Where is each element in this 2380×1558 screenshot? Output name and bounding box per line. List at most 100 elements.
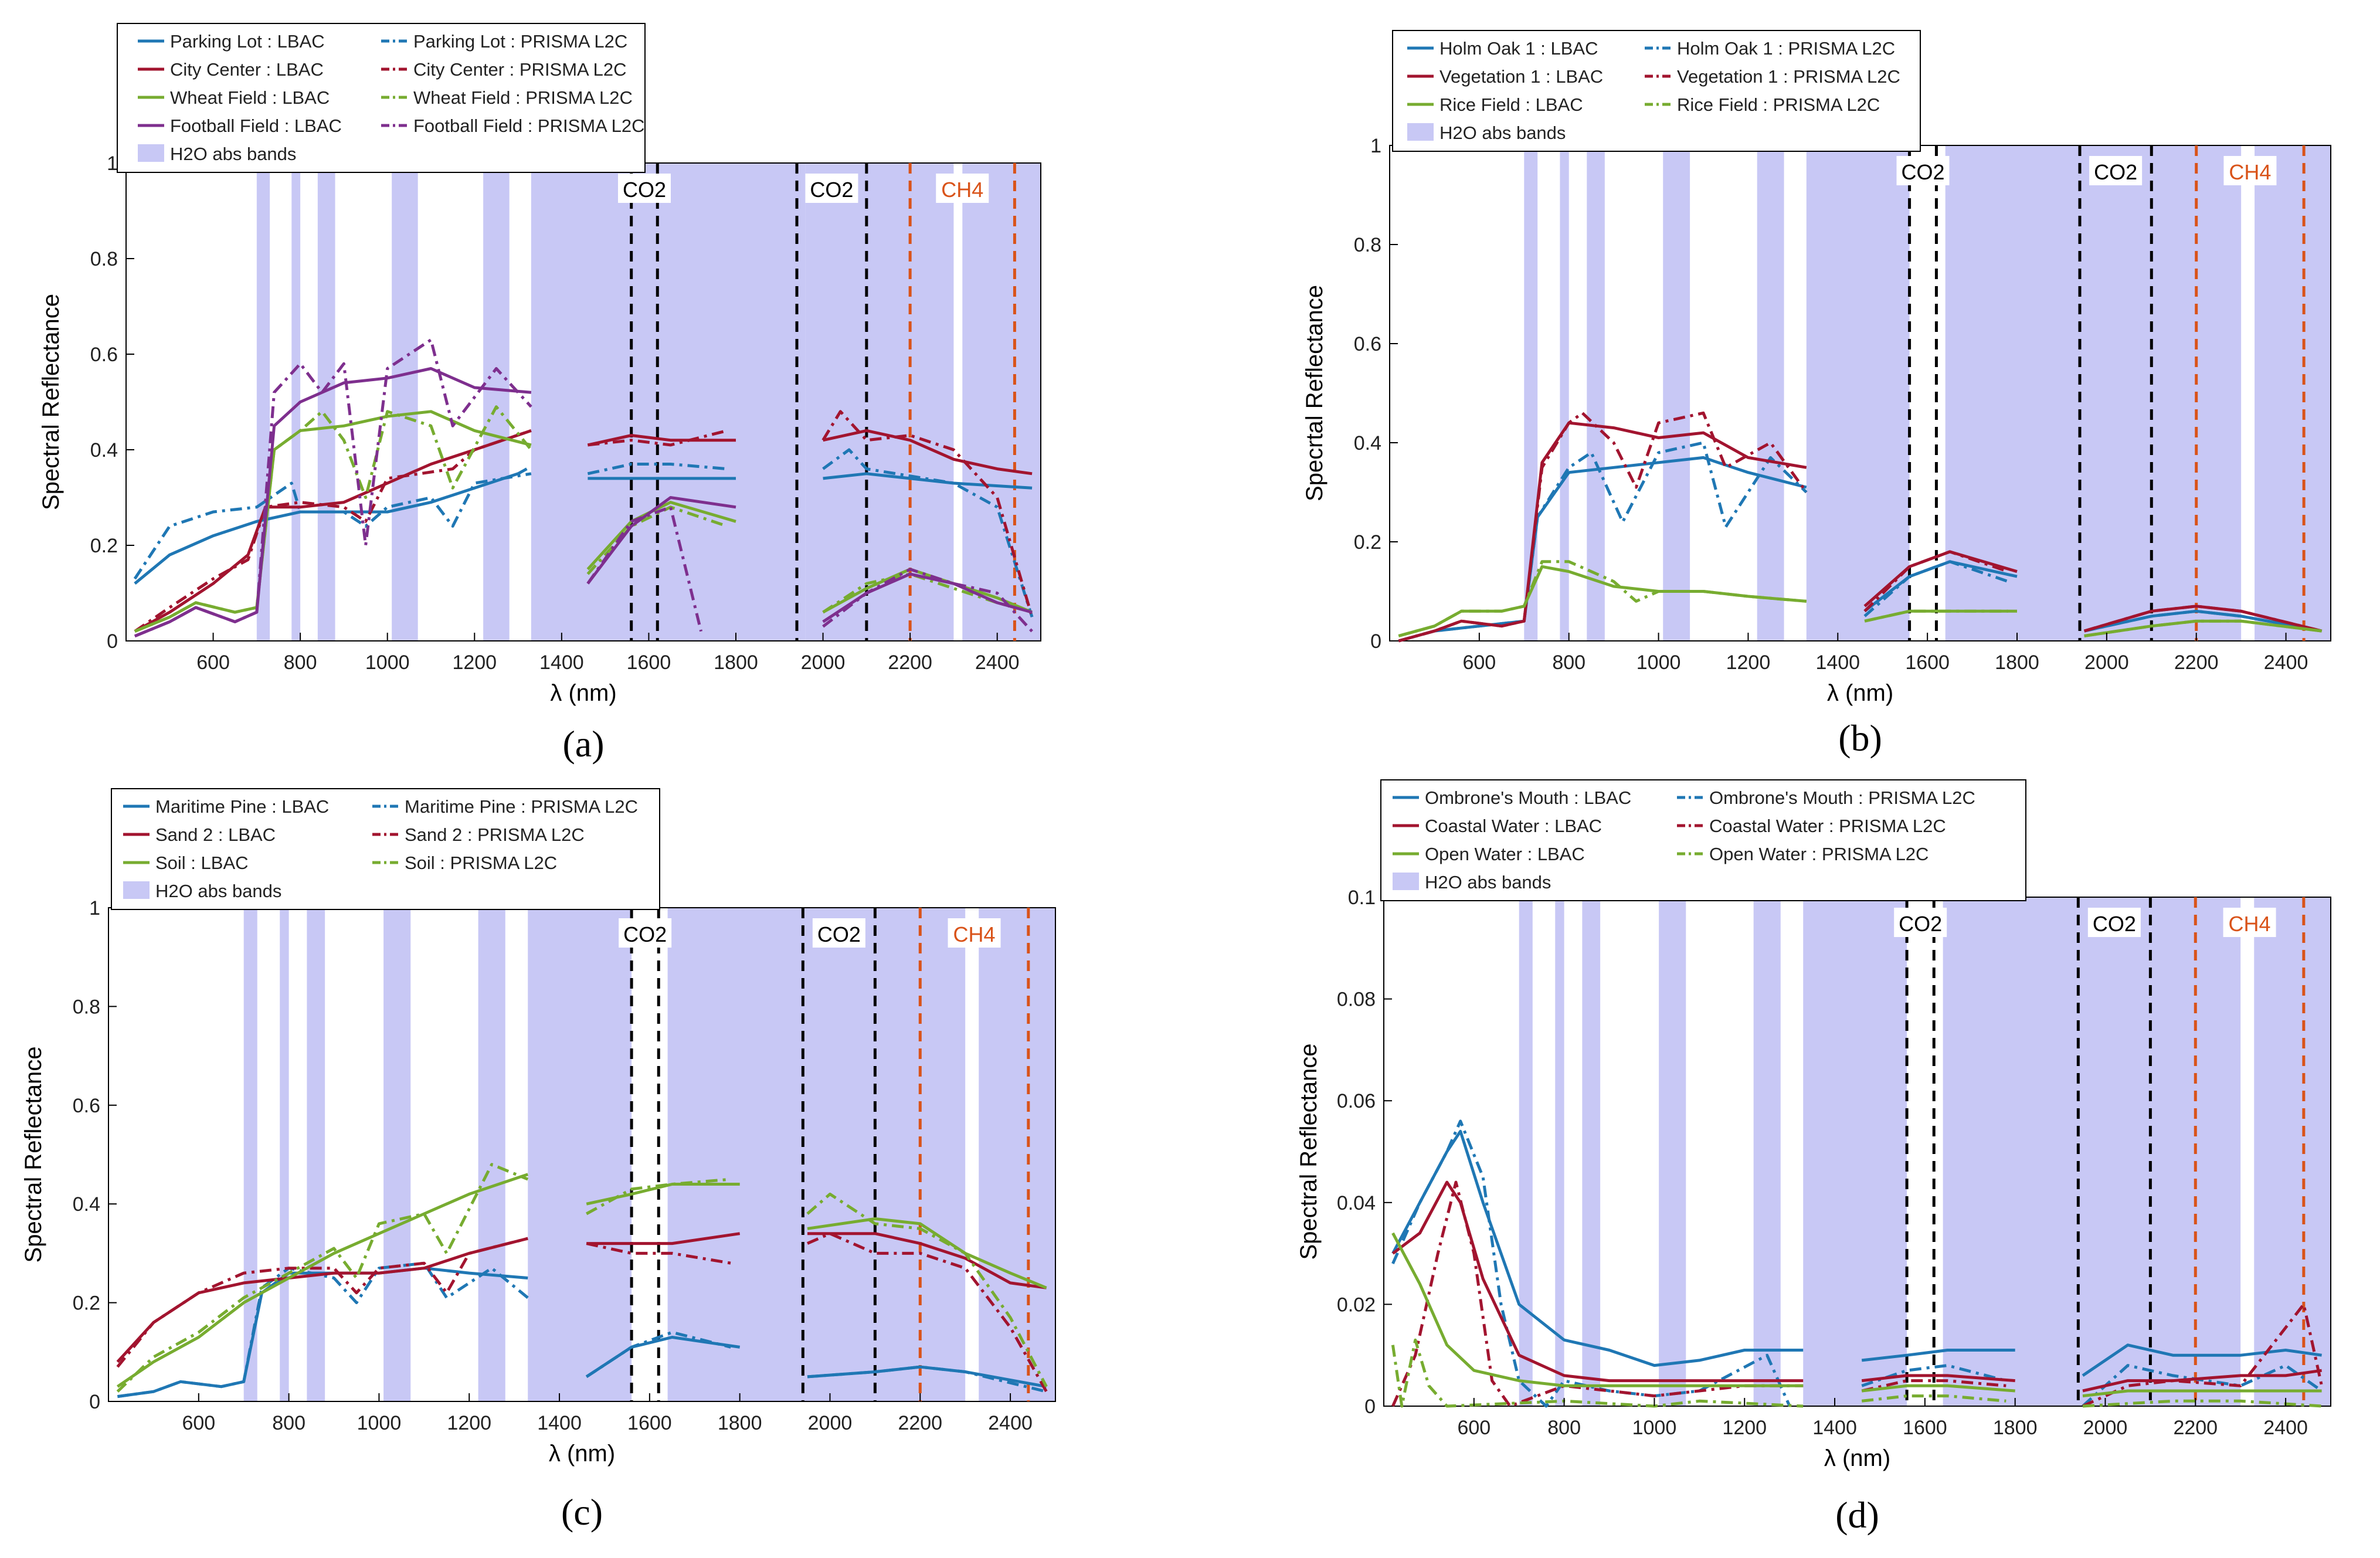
legend-band-swatch [138, 144, 164, 162]
series-line [1391, 1129, 1804, 1367]
series-line [806, 1232, 1048, 1393]
x-axis-label: λ (nm) [549, 1441, 615, 1467]
series-line [2082, 1302, 2324, 1408]
x-tick-label: 800 [272, 1412, 305, 1434]
y-tick-label: 0 [107, 630, 118, 653]
y-tick-label: 0.2 [1354, 531, 1381, 554]
h2o-absorption-band [667, 908, 966, 1401]
series-line [1398, 456, 1807, 643]
x-tick-label: 2000 [2083, 1417, 2128, 1439]
legend-entry: Football Field : LBAC [170, 116, 342, 136]
x-tick-label: 1200 [1722, 1417, 1767, 1439]
marker-label-background [805, 174, 858, 203]
series-line [1391, 1232, 1804, 1387]
series-line [2082, 1369, 2322, 1393]
legend-entry: Wheat Field : LBAC [170, 87, 330, 108]
legend-entry-h2o-bands: H2O abs bands [1439, 123, 1566, 143]
y-tick-label: 0 [89, 1391, 100, 1413]
series-line [585, 1177, 731, 1216]
series-line [587, 463, 728, 476]
x-tick-label: 2200 [2173, 1417, 2218, 1439]
legend-box [1392, 30, 1921, 152]
legend-entry: Maritime Pine : LBAC [155, 796, 329, 817]
series-line [1861, 1374, 2015, 1383]
h2o-absorption-band [383, 908, 411, 1401]
marker-label-background [936, 174, 989, 203]
x-tick-label: 2200 [2174, 651, 2219, 674]
series-line [116, 1237, 528, 1368]
h2o-absorption-band [483, 163, 510, 641]
h2o-absorption-band [243, 908, 257, 1401]
h2o-absorption-band [1757, 145, 1784, 641]
h2o-absorption-band [528, 908, 632, 1401]
h2o-absorption-band [392, 163, 418, 641]
marker-label-co2: CO2 [817, 922, 861, 946]
series-line [586, 1232, 741, 1245]
series-line [2082, 1343, 2322, 1377]
x-axis-label: λ (nm) [550, 680, 616, 706]
series-line [1391, 1180, 1804, 1383]
h2o-absorption-band [1524, 145, 1538, 641]
x-tick-label: 1400 [537, 1412, 582, 1434]
panel-label: (c) [561, 1491, 603, 1533]
chart-panel-1: CO2 CO2 CH4 600 800 1000 1200 1400 1600 1800 2000 2… [38, 23, 1041, 765]
series-line [588, 429, 728, 447]
series-line [587, 434, 736, 447]
x-tick-label: 2000 [801, 651, 846, 674]
chart-panel-2: CO2 CO2 CH4 600 800 1000 1200 1400 1600 1800 2000 2… [1302, 30, 2331, 759]
legend-entry: Sand 2 : LBAC [155, 824, 276, 845]
y-tick-label: 0 [1364, 1396, 1376, 1418]
marker-label-background [2223, 156, 2277, 185]
y-axis-label: Spectral Reflectance [38, 294, 64, 510]
x-tick-label: 2400 [975, 651, 1020, 674]
legend-entry: Ombrone's Mouth : PRISMA L2C [1709, 788, 1975, 808]
x-tick-label: 1800 [1993, 1417, 2038, 1439]
series-line [1863, 560, 2009, 617]
h2o-absorption-band [1560, 145, 1569, 641]
x-tick-label: 1200 [1726, 651, 1771, 674]
legend-box [1380, 779, 2026, 901]
y-tick-label: 0.2 [73, 1292, 100, 1315]
marker-label-background [2087, 908, 2141, 937]
y-tick-label: 0.08 [1337, 989, 1376, 1011]
marker-label-background [1894, 908, 1947, 937]
x-tick-label: 2000 [2084, 651, 2129, 674]
series-line [2082, 1364, 2323, 1407]
x-tick-label: 1800 [1995, 651, 2039, 674]
h2o-absorption-band [1519, 897, 1533, 1406]
series-line [1398, 441, 1808, 643]
chart-panel-4: CO2 CO2 CH4 600 800 1000 1200 1400 1600 1800 2000 2… [1296, 779, 2331, 1536]
chart-panel-3: CO2 CO2 CH4 600 800 1000 1200 1400 1600 1800 2000 2… [21, 788, 1056, 1533]
series-line [2083, 605, 2323, 633]
h2o-absorption-band [1659, 897, 1686, 1406]
x-tick-label: 1600 [1903, 1417, 1947, 1439]
series-line [1391, 1338, 1804, 1408]
x-tick-label: 2000 [808, 1412, 853, 1434]
x-tick-label: 600 [1457, 1417, 1491, 1439]
series-line [133, 472, 532, 580]
series-line [1398, 411, 1808, 643]
y-tick-label: 0.8 [1354, 234, 1381, 256]
series-line [822, 568, 1033, 633]
x-tick-label: 2400 [988, 1412, 1033, 1434]
legend-entry: Vegetation 1 : LBAC [1439, 66, 1603, 87]
h2o-absorption-band [317, 163, 335, 641]
marker-label-ch4: CH4 [953, 922, 996, 946]
legend-entry: Coastal Water : PRISMA L2C [1709, 816, 1946, 836]
h2o-absorption-band [531, 163, 806, 641]
x-tick-label: 1800 [714, 651, 758, 674]
series-line [116, 1163, 529, 1393]
series-line [807, 1365, 1047, 1393]
legend-entry: Sand 2 : PRISMA L2C [405, 824, 585, 845]
series-line [116, 1173, 528, 1388]
y-tick-label: 0.4 [90, 439, 118, 461]
h2o-absorption-band [291, 163, 301, 641]
x-tick-label: 800 [1547, 1417, 1581, 1439]
x-tick-label: 1600 [627, 651, 671, 674]
series-line [586, 505, 703, 632]
series-line [1861, 1384, 2015, 1393]
x-tick-label: 2200 [888, 651, 932, 674]
marker-label-ch4: CH4 [941, 178, 983, 202]
y-axis-label: Spectral Reflectance [1296, 1043, 1322, 1260]
